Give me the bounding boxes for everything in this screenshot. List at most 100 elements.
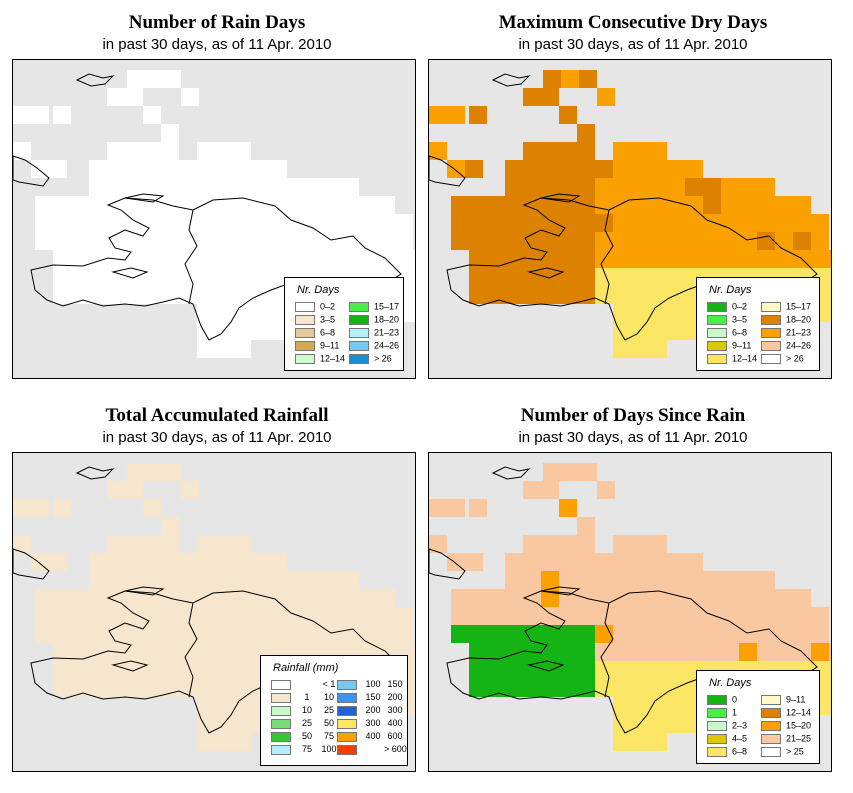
grid-cell (323, 196, 341, 214)
grid-cell (107, 481, 125, 499)
grid-cell (107, 88, 125, 106)
grid-cell (125, 643, 143, 661)
grid-cell (505, 607, 523, 625)
grid-cell (179, 160, 197, 178)
grid-cell (161, 625, 179, 643)
grid-cell (649, 697, 667, 715)
grid-cell (793, 196, 811, 214)
grid-cell (631, 286, 649, 304)
grid-cell (703, 178, 721, 196)
grid-cell (739, 589, 757, 607)
grid-cell (613, 679, 631, 697)
grid-cell (233, 160, 251, 178)
grid-cell (523, 142, 541, 160)
grid-cell (161, 679, 179, 697)
grid-cell (125, 142, 143, 160)
grid-cell (89, 571, 107, 589)
grid-cell (649, 196, 667, 214)
grid-cell (649, 268, 667, 286)
grid-cell (505, 214, 523, 232)
grid-cell (269, 250, 287, 268)
legend-swatch (707, 340, 727, 351)
grid-cell (269, 214, 287, 232)
grid-cell (721, 250, 739, 268)
grid-cell (631, 679, 649, 697)
legend-title: Rainfall (mm) (273, 662, 339, 674)
legend-swatch (761, 707, 781, 718)
grid-cell (577, 625, 595, 643)
grid-cell (163, 70, 181, 88)
grid-cell (305, 589, 323, 607)
grid-cell (739, 232, 757, 250)
grid-cell (179, 178, 197, 196)
legend-swatch (707, 733, 727, 744)
grid-cell (631, 571, 649, 589)
grid-cell (197, 715, 215, 733)
grid-cell (161, 607, 179, 625)
panel-subtitle: in past 30 days, as of 11 Apr. 2010 (102, 429, 332, 446)
grid-cell (251, 322, 269, 340)
legend-swatch (707, 314, 727, 325)
grid-cell (649, 535, 667, 553)
grid-cell (757, 250, 775, 268)
grid-cell (107, 661, 125, 679)
grid-cell (341, 196, 359, 214)
grid-cell (523, 553, 541, 571)
legend-item: 6–8 (295, 326, 335, 338)
grid-cell (323, 589, 341, 607)
grid-cell (197, 268, 215, 286)
grid-cell (613, 304, 631, 322)
grid-cell (125, 625, 143, 643)
grid-cell (505, 625, 523, 643)
legend-swatch (707, 301, 727, 312)
legend-swatch (349, 314, 369, 325)
map-svg (429, 70, 831, 358)
grid-cell (49, 553, 67, 571)
legend-label: > 26 (786, 353, 804, 364)
grid-cell (305, 232, 323, 250)
grid-cell (505, 571, 523, 589)
grid-cell (487, 661, 505, 679)
grid-cell (161, 268, 179, 286)
grid-cell (269, 196, 287, 214)
legend-swatch (337, 718, 357, 729)
legend-label: 6–8 (732, 327, 748, 338)
legend-label: 12–14 (320, 353, 346, 364)
grid-cell (829, 643, 831, 661)
island-outline (527, 660, 565, 672)
grid-cell (233, 340, 251, 358)
grid-cell (595, 607, 613, 625)
grid-cell (811, 625, 829, 643)
grid-cell (597, 88, 615, 106)
coastline (30, 590, 402, 734)
legend-title: Nr. Days (709, 284, 752, 296)
grid-cell (89, 643, 107, 661)
grid-cell (143, 214, 161, 232)
grid-cell (559, 661, 577, 679)
grid-cell (667, 268, 685, 286)
grid-cell (649, 232, 667, 250)
grid-cell (251, 589, 269, 607)
grid-cell (649, 214, 667, 232)
legend-item: 10 25 (271, 704, 340, 716)
grid-cell (53, 661, 71, 679)
legend-title: Nr. Days (709, 677, 752, 689)
grid-cell (631, 232, 649, 250)
legend-label: 9–11 (732, 340, 752, 351)
grid-cell (143, 106, 161, 124)
grid-cell (197, 304, 215, 322)
grid-cell (721, 196, 739, 214)
grid-cell (251, 178, 269, 196)
grid-cell (233, 643, 251, 661)
grid-cell (469, 196, 487, 214)
grid-cell (775, 625, 793, 643)
grid-cell (53, 625, 71, 643)
grid-cell (233, 553, 251, 571)
grid-cell (739, 643, 757, 661)
grid-cell (775, 607, 793, 625)
legend-label: 21–23 (786, 327, 812, 338)
grid-cell (71, 661, 89, 679)
grid-cell (505, 679, 523, 697)
grid-cell (577, 286, 595, 304)
grid-cell (469, 661, 487, 679)
